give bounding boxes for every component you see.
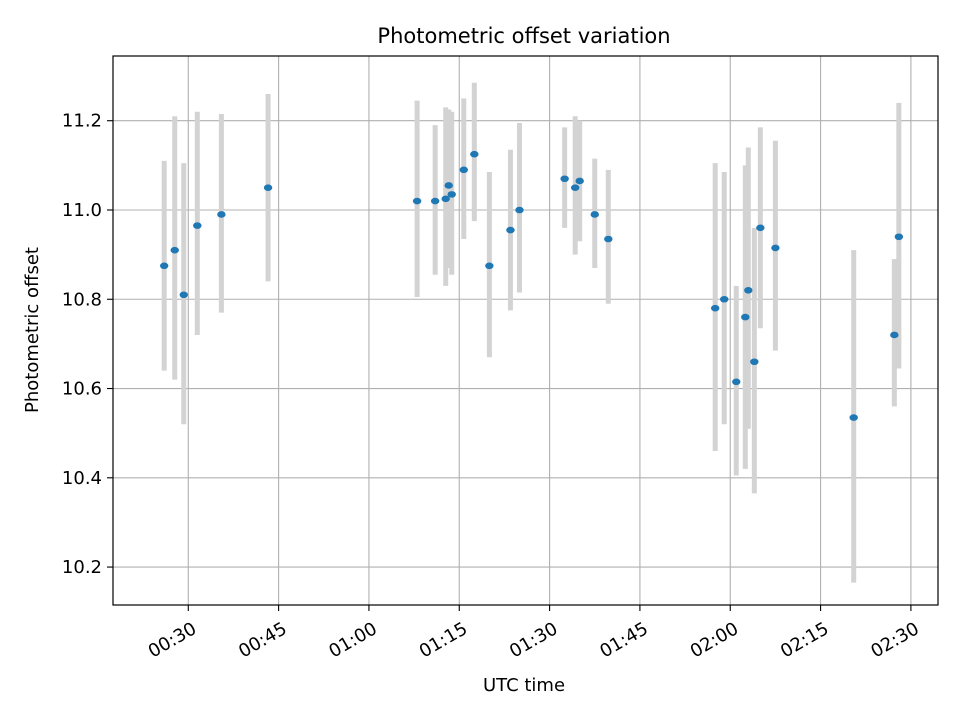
data-point [430, 197, 440, 205]
data-point [193, 222, 202, 229]
data-point [575, 177, 584, 185]
data-point [170, 246, 179, 254]
data-point [590, 211, 599, 218]
data-point [447, 191, 456, 198]
chart-title: Photometric offset variation [377, 24, 670, 48]
data-point [744, 287, 753, 294]
plot-area-frame [112, 55, 939, 606]
data-point [506, 226, 515, 234]
data-point [412, 197, 422, 205]
y-tick-label: 10.6 [62, 379, 102, 400]
data-point [710, 304, 720, 312]
y-tick-label: 11.2 [62, 111, 102, 132]
y-tick-label: 10.8 [62, 289, 102, 310]
data-point [515, 206, 524, 214]
y-tick-label: 10.2 [62, 557, 102, 578]
data-point [570, 184, 580, 191]
data-point [750, 358, 759, 366]
data-point [441, 195, 450, 203]
y-tick-label: 10.4 [62, 468, 102, 489]
x-axis-label: UTC time [483, 675, 565, 696]
y-axis-label: Photometric offset [22, 247, 43, 413]
data-point [732, 378, 741, 386]
grid-lines [113, 56, 938, 605]
y-axis-ticks: 10.2 10.4 10.6 10.8 11.0 11.2 [62, 111, 113, 578]
data-point [771, 244, 780, 252]
data-point [720, 295, 729, 303]
data-point [890, 331, 899, 339]
data-point [560, 175, 569, 183]
data-point [263, 184, 273, 191]
data-point [894, 233, 904, 241]
data-point [444, 182, 453, 189]
data-point [604, 235, 613, 243]
data-point [849, 414, 858, 421]
y-tick-label: 11.0 [62, 200, 102, 221]
data-point [459, 166, 468, 174]
data-point [485, 262, 494, 270]
data-point [470, 150, 479, 158]
data-point [217, 211, 226, 218]
data-point [179, 291, 188, 299]
data-point [756, 224, 765, 232]
data-points [159, 150, 904, 421]
data-point [741, 313, 750, 321]
data-point [159, 262, 169, 270]
